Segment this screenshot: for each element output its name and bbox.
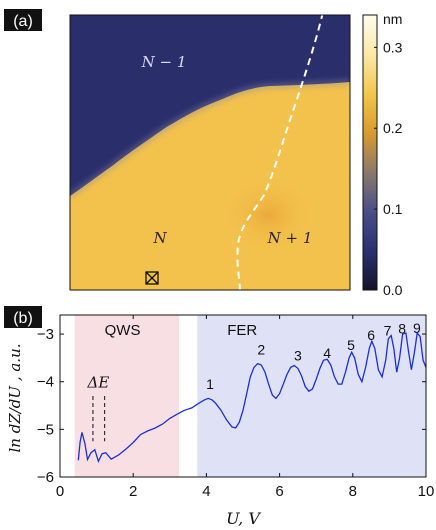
delta-e-markers: [92, 396, 106, 442]
x-tick-label: 0: [56, 483, 64, 500]
x-tick-label: 2: [129, 483, 137, 500]
region-label-n: N: [152, 229, 167, 247]
y-tick-label: −3: [37, 326, 54, 343]
colorbar-ticks: 0.3 0.2 0.1 0.0: [374, 39, 403, 298]
region-label-fer: FER: [227, 322, 257, 339]
peak-label: 8: [398, 321, 406, 337]
peak-label: 3: [294, 348, 302, 364]
boundary-dashed-line: [236, 15, 324, 290]
delta-e-label: ΔE: [87, 373, 110, 391]
peak-label: 1: [206, 376, 214, 392]
panel-b-label: (b): [13, 310, 33, 327]
y-tick-label: −5: [37, 421, 54, 438]
y-tick-label: −6: [37, 469, 54, 486]
x-tick-label: 10: [418, 483, 435, 500]
peak-label: 5: [347, 337, 355, 353]
region-label-n-plus-1: N + 1: [267, 229, 313, 247]
warm-region: [220, 175, 316, 255]
topography-map: [70, 15, 350, 290]
peak-label: 4: [323, 345, 331, 361]
peak-label: 9: [413, 320, 421, 336]
panel-a: (a) N − 1 N N + 1 nm 0.3 0.2 0.1 0.0: [4, 9, 403, 298]
x-axis-label: U, V: [226, 509, 261, 528]
peak-annotations: ΔE 1 2 3 456 7 8 9: [87, 320, 421, 392]
region-labels: QWS FER: [105, 322, 258, 339]
spectrum-line: [77, 331, 426, 464]
map-frame: [69, 14, 351, 291]
boxed-x-icon: [145, 271, 159, 285]
colorbar-rect: [362, 14, 378, 291]
panel-b-label-box: [4, 306, 42, 328]
panel-b: (b) QWS FER ΔE 12 3 456 7 8 9 0 2 4 6 8 10 −6−5−4−3 …: [4, 306, 434, 528]
colorbar-tick-label: 0.3: [383, 39, 403, 55]
colorbar-unit: nm: [383, 11, 402, 27]
region-label-n-minus-1: N − 1: [141, 53, 187, 71]
colorbar-tick-label: 0.2: [383, 120, 403, 136]
plot-frame: [59, 314, 427, 478]
region-label-qws: QWS: [105, 322, 141, 339]
colorbar-tick-label: 0.0: [383, 282, 403, 298]
x-tick-label: 6: [275, 483, 283, 500]
y-tick-label: −4: [37, 374, 54, 391]
peak-label: 7: [384, 322, 392, 338]
peak-label: 2: [257, 342, 265, 358]
panel-a-label-box: [4, 9, 42, 31]
colorbar-tick-label: 0.1: [383, 201, 403, 217]
panel-a-label: (a): [13, 13, 33, 30]
y-axis-ticks: −6 −5 −4 −3: [37, 326, 426, 486]
y-axis-label: ln dZ/dU , a.u.: [6, 344, 24, 453]
terrace-low: [70, 15, 350, 196]
x-tick-label: 8: [349, 483, 357, 500]
region-band-qws: [74, 315, 179, 477]
x-axis-ticks: 0 2 4 6 8 10: [56, 315, 435, 500]
colorbar: nm 0.3 0.2 0.1 0.0: [362, 11, 403, 298]
step-edge: [70, 79, 350, 199]
x-tick-label: 4: [202, 483, 210, 500]
peak-label: 6: [367, 327, 375, 343]
